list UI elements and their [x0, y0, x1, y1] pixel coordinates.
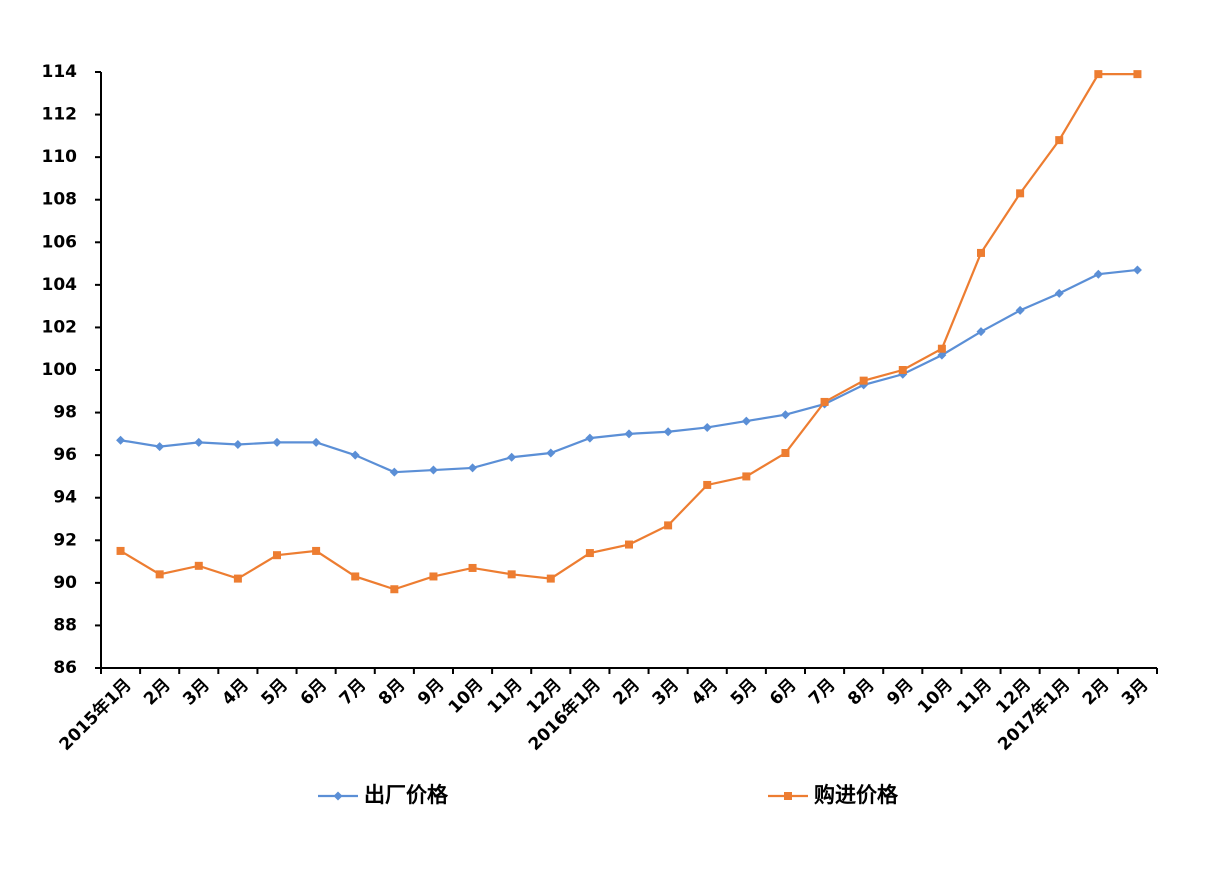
x-tick-label: 10月: [914, 675, 957, 718]
x-tick-label: 8月: [375, 675, 410, 710]
x-tick-label: 8月: [844, 675, 879, 710]
marker: [351, 572, 360, 581]
marker: [977, 248, 985, 257]
marker: [820, 397, 829, 406]
x-tick-label: 6月: [297, 675, 332, 710]
marker: [312, 546, 321, 555]
x-tick-label: 3月: [179, 675, 214, 710]
marker: [663, 427, 673, 437]
marker: [585, 549, 594, 558]
legend-item: 出厂价格: [318, 783, 449, 807]
marker: [781, 449, 790, 458]
y-tick-label: 96: [53, 445, 77, 465]
y-tick-label: 92: [53, 530, 77, 550]
marker: [155, 570, 164, 579]
x-tick-label: 11月: [953, 675, 996, 718]
marker: [898, 366, 907, 374]
marker: [233, 440, 243, 449]
y-tick-label: 90: [53, 573, 77, 593]
legend-label: 购进价格: [814, 783, 899, 807]
marker: [1055, 136, 1064, 145]
x-tick-label: 5月: [258, 675, 293, 710]
marker: [1133, 70, 1142, 79]
x-tick-label: 9月: [883, 675, 918, 710]
x-tick-label: 2015年1月: [55, 674, 136, 755]
marker: [859, 376, 868, 385]
legend-item: 购进价格: [768, 783, 899, 807]
marker: [976, 327, 986, 337]
marker: [194, 437, 204, 447]
marker: [1132, 265, 1142, 275]
marker: [273, 551, 281, 560]
y-tick-label: 108: [42, 190, 78, 210]
marker: [272, 437, 282, 447]
y-tick-label: 102: [42, 317, 78, 337]
marker: [468, 463, 478, 473]
marker: [311, 437, 321, 447]
marker: [625, 540, 633, 549]
marker: [624, 429, 634, 439]
y-tick-label: 98: [53, 403, 77, 423]
marker: [703, 480, 712, 489]
x-tick-label: 10月: [445, 675, 488, 718]
x-tick-label: 4月: [688, 675, 723, 710]
x-tick-label: 11月: [484, 675, 527, 718]
y-tick-label: 114: [42, 62, 78, 82]
marker: [784, 792, 792, 800]
y-tick-label: 106: [42, 232, 78, 252]
x-tick-label: 4月: [218, 675, 253, 710]
marker: [741, 416, 751, 426]
y-tick-label: 88: [53, 615, 77, 635]
marker: [1016, 189, 1025, 198]
marker: [585, 433, 595, 443]
x-tick-label: 3月: [649, 675, 684, 710]
y-tick-label: 110: [42, 147, 78, 167]
marker: [116, 546, 125, 555]
marker: [507, 570, 516, 579]
marker: [1054, 288, 1064, 298]
y-tick-label: 94: [53, 488, 77, 508]
marker: [702, 422, 712, 432]
marker: [333, 791, 343, 801]
y-tick-label: 86: [53, 658, 77, 678]
x-tick-label: 7月: [805, 675, 840, 710]
marker: [742, 472, 751, 481]
marker: [390, 585, 399, 594]
x-tick-label: 7月: [336, 675, 371, 710]
marker: [546, 574, 555, 583]
marker: [937, 344, 946, 353]
x-tick-label: 2月: [140, 675, 175, 710]
marker: [1093, 269, 1103, 279]
marker: [155, 442, 165, 452]
legend-label: 出厂价格: [364, 783, 449, 807]
marker: [468, 563, 477, 572]
marker: [116, 435, 126, 445]
x-tick-label: 2月: [610, 675, 645, 710]
marker: [546, 448, 556, 458]
marker: [664, 521, 673, 530]
x-tick-label: 5月: [727, 675, 762, 710]
marker: [194, 561, 203, 570]
marker: [937, 350, 947, 360]
marker: [1015, 305, 1025, 315]
marker: [389, 467, 399, 477]
marker: [429, 572, 438, 581]
y-tick-label: 112: [42, 105, 78, 125]
x-tick-label: 2月: [1079, 675, 1114, 710]
marker: [428, 465, 438, 475]
x-tick-label: 9月: [414, 675, 449, 710]
x-tick-label: 6月: [766, 675, 801, 710]
x-tick-label: 3月: [1118, 675, 1153, 710]
marker: [507, 452, 517, 462]
y-tick-label: 104: [42, 275, 78, 295]
marker: [233, 574, 242, 583]
marker: [780, 410, 790, 420]
y-tick-label: 100: [42, 360, 78, 380]
marker: [350, 450, 360, 460]
marker: [1094, 70, 1103, 79]
